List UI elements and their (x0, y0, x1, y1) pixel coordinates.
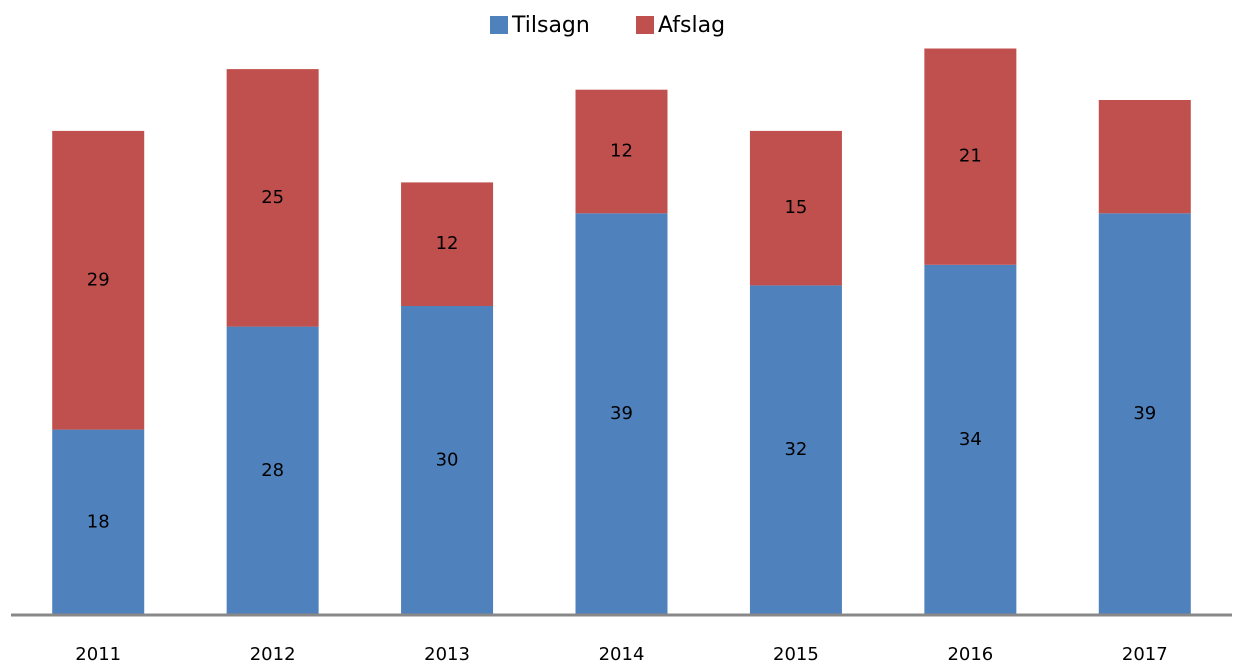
data-label: 30 (436, 450, 459, 471)
data-label: 39 (610, 403, 633, 424)
data-label: 29 (87, 269, 110, 290)
x-tick-label: 2016 (947, 644, 993, 664)
legend-label: Tilsagn (511, 13, 590, 38)
data-label: 25 (261, 187, 284, 208)
x-tick-label: 2012 (250, 644, 296, 664)
bar-segment (924, 48, 1017, 265)
bar-segment (749, 285, 842, 615)
data-label: 21 (959, 146, 982, 167)
bar-segment (1098, 213, 1191, 616)
x-tick-label: 2015 (773, 644, 819, 664)
bar-segment (226, 69, 319, 327)
bar-segment (226, 326, 319, 615)
x-tick-label: 2014 (599, 644, 645, 664)
data-label: 12 (436, 233, 459, 254)
legend: Tilsagn Afslag (490, 13, 725, 38)
data-label: 28 (261, 460, 284, 481)
legend-swatch (636, 16, 654, 34)
bar-segment (924, 264, 1017, 615)
data-label: 32 (784, 439, 807, 460)
legend-swatch (490, 16, 508, 34)
x-tick-label: 2017 (1122, 644, 1168, 664)
bar-segment (52, 130, 145, 430)
bar-segment (401, 306, 494, 615)
bar-segment (749, 130, 842, 286)
data-label: 39 (1133, 403, 1156, 424)
data-label: 12 (610, 141, 633, 162)
data-label: 18 (87, 511, 110, 532)
x-tick-label: 2013 (424, 644, 470, 664)
data-label: 34 (959, 429, 982, 450)
legend-label: Afslag (658, 13, 725, 38)
bar-segment (575, 213, 668, 616)
bar-segment (575, 89, 668, 214)
bar-segment (1098, 100, 1191, 214)
bar-segment (52, 429, 145, 615)
bar-segment (401, 182, 494, 306)
x-tick-label: 2011 (75, 644, 121, 664)
data-label: 15 (784, 197, 807, 218)
